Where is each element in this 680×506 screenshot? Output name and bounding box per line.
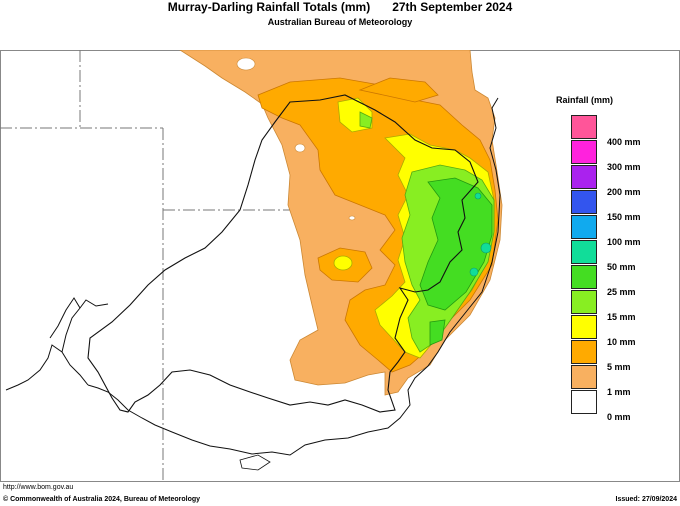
legend-swatch bbox=[571, 290, 597, 314]
legend-label: 1 mm bbox=[607, 387, 631, 397]
legend-label: 400 mm bbox=[607, 137, 641, 147]
legend-label: 5 mm bbox=[607, 362, 631, 372]
dry-patch bbox=[236, 57, 256, 71]
rainfall-map bbox=[0, 50, 680, 482]
legend-swatch bbox=[571, 165, 597, 189]
legend-swatch bbox=[571, 215, 597, 239]
basin-outline bbox=[87, 94, 479, 413]
coastline bbox=[87, 97, 501, 456]
footer-url[interactable]: http://www.bom.gov.au bbox=[3, 484, 74, 491]
legend-swatch bbox=[571, 190, 597, 214]
footer-issued: Issued: 27/09/2024 bbox=[615, 496, 678, 503]
legend-swatch bbox=[571, 140, 597, 164]
legend-label: 0 mm bbox=[607, 412, 631, 422]
coastline-sa bbox=[5, 297, 109, 391]
legend-label: 10 mm bbox=[607, 337, 636, 347]
rain-area-50mm bbox=[469, 192, 492, 277]
legend-label: 300 mm bbox=[607, 162, 641, 172]
legend-label: 25 mm bbox=[607, 287, 636, 297]
map-title-text: Murray-Darling Rainfall Totals (mm) bbox=[167, 0, 371, 14]
rain-area-25mm bbox=[419, 177, 493, 346]
dry-patch bbox=[294, 143, 306, 153]
legend-label: 200 mm bbox=[607, 187, 641, 197]
legend-swatch bbox=[571, 390, 597, 414]
map-title: Murray-Darling Rainfall Totals (mm) 27th … bbox=[0, 0, 680, 14]
footer-copyright: © Commonwealth of Australia 2024, Bureau… bbox=[3, 496, 201, 503]
legend-label: 50 mm bbox=[607, 262, 636, 272]
legend-swatch bbox=[571, 365, 597, 389]
map-subtitle: Australian Bureau of Meteorology bbox=[267, 17, 413, 27]
legend-label: 100 mm bbox=[607, 237, 641, 247]
legend-swatch bbox=[571, 315, 597, 339]
legend-swatch bbox=[571, 340, 597, 364]
lake bbox=[239, 454, 271, 471]
map-date: 27th September 2024 bbox=[392, 0, 513, 14]
legend-swatch bbox=[571, 240, 597, 264]
legend-swatch bbox=[571, 115, 597, 139]
legend-swatch bbox=[571, 265, 597, 289]
legend-label: 15 mm bbox=[607, 312, 636, 322]
dry-patch bbox=[348, 215, 356, 221]
legend-title: Rainfall (mm) bbox=[556, 95, 614, 105]
legend-label: 150 mm bbox=[607, 212, 641, 222]
